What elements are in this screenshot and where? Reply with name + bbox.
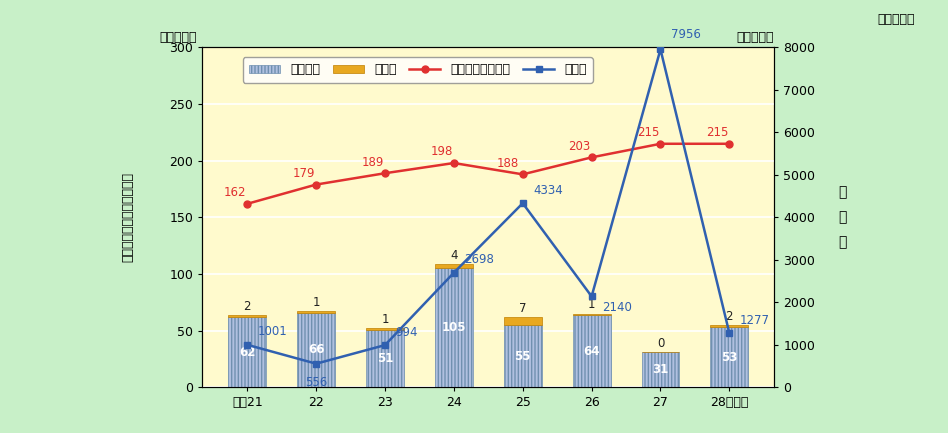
Text: 4: 4 <box>450 249 458 262</box>
Text: 66: 66 <box>308 343 324 356</box>
Text: 損
害
額: 損 害 額 <box>839 185 848 249</box>
Bar <box>573 315 611 387</box>
Text: 179: 179 <box>293 167 315 180</box>
Text: 4334: 4334 <box>533 184 563 197</box>
Text: 189: 189 <box>361 156 384 169</box>
Legend: 負傈者数, 死者数, 火災事故発生件数, 損害額: 負傈者数, 死者数, 火災事故発生件数, 損害額 <box>243 57 592 83</box>
Bar <box>298 313 335 387</box>
Text: 2140: 2140 <box>602 301 631 313</box>
Bar <box>435 268 473 387</box>
Text: 0: 0 <box>657 337 665 350</box>
Text: 105: 105 <box>442 321 466 334</box>
Text: 1001: 1001 <box>258 326 287 339</box>
Bar <box>503 325 541 387</box>
Bar <box>503 317 541 325</box>
Bar <box>366 330 404 387</box>
Text: 1: 1 <box>313 296 319 309</box>
Text: 556: 556 <box>305 376 327 389</box>
Bar <box>710 325 748 327</box>
Text: 7956: 7956 <box>671 28 701 41</box>
Bar <box>573 313 611 315</box>
Text: 198: 198 <box>430 145 452 158</box>
Bar <box>228 315 266 317</box>
Text: 188: 188 <box>497 157 519 170</box>
Text: 203: 203 <box>568 140 591 153</box>
Text: 55: 55 <box>515 350 531 363</box>
Text: 53: 53 <box>721 351 738 364</box>
Bar <box>435 264 473 268</box>
Bar <box>298 311 335 313</box>
Text: 64: 64 <box>583 345 600 358</box>
Text: 7: 7 <box>519 302 526 315</box>
Text: 162: 162 <box>224 186 246 199</box>
Text: 51: 51 <box>376 352 393 365</box>
Text: 215: 215 <box>705 126 728 139</box>
Text: 62: 62 <box>239 346 255 359</box>
Text: （人、件）: （人、件） <box>159 31 197 44</box>
Text: 死傘者数及び火災発生件数: 死傘者数及び火災発生件数 <box>121 172 135 262</box>
Text: 1277: 1277 <box>739 313 770 326</box>
Bar <box>710 327 748 387</box>
Bar <box>228 317 266 387</box>
Bar <box>366 328 404 330</box>
Text: 31: 31 <box>652 363 668 376</box>
Text: 2: 2 <box>244 300 251 313</box>
Bar <box>642 352 680 387</box>
Text: 994: 994 <box>395 326 418 339</box>
Text: 2: 2 <box>725 310 733 323</box>
Text: （各年中）: （各年中） <box>877 13 915 26</box>
Text: 1: 1 <box>381 313 389 326</box>
Text: 215: 215 <box>637 126 659 139</box>
Text: 2698: 2698 <box>465 253 494 266</box>
Text: （百万円）: （百万円） <box>737 31 775 44</box>
Text: 1: 1 <box>588 298 595 311</box>
